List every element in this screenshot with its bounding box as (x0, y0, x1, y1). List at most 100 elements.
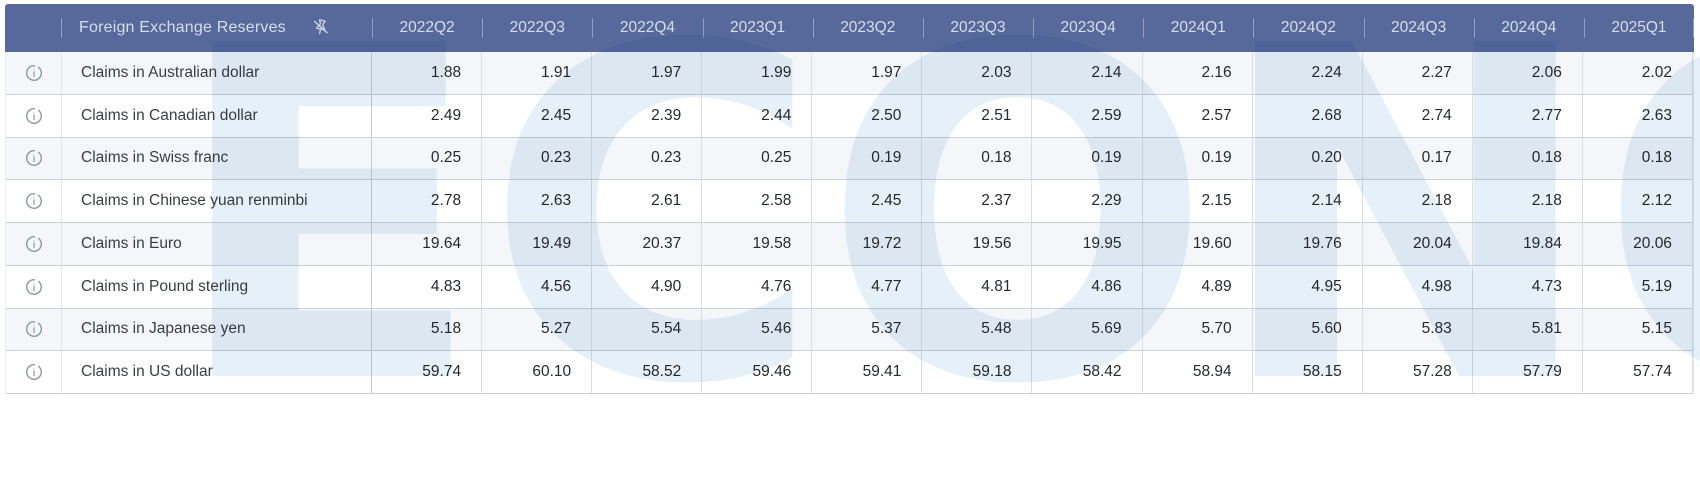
value-cell: 5.81 (1473, 308, 1583, 351)
header-quarter-columns: 2022Q2 2022Q3 2022Q4 2023Q1 2023Q2 2023Q3 2023… (372, 4, 1695, 52)
value-cell: 0.19 (1032, 137, 1143, 180)
value-cell: 19.58 (702, 223, 813, 265)
value-cell: 59.74 (372, 351, 483, 393)
value-cell: 4.95 (1253, 265, 1363, 308)
value-cell: 2.63 (482, 180, 593, 222)
svg-text:i: i (32, 69, 34, 80)
value-cell: 2.24 (1253, 52, 1363, 94)
info-icon[interactable]: i (6, 94, 62, 137)
value-cell: 0.18 (1473, 137, 1583, 180)
value-cell: 2.45 (482, 94, 593, 137)
column-header-2024q2: 2024Q2 (1253, 4, 1363, 52)
info-icon[interactable]: i (6, 308, 62, 351)
info-circle-icon: i (25, 321, 42, 338)
value-cell: 19.84 (1473, 223, 1583, 265)
value-cell: 2.45 (812, 180, 923, 222)
row-label[interactable]: Claims in US dollar (62, 351, 372, 393)
value-cell: 2.57 (1143, 94, 1253, 137)
column-header-2022q2: 2022Q2 (372, 4, 482, 52)
table-row: i Claims in Australian dollar 1.88 1.91 1.97… (6, 52, 1693, 95)
value-cell: 19.60 (1143, 223, 1253, 265)
value-cell: 2.14 (1032, 52, 1143, 94)
table-title: Foreign Exchange Reserves (79, 19, 286, 36)
value-cell: 4.86 (1032, 265, 1143, 308)
svg-text:i: i (32, 154, 34, 165)
table-row: i Claims in Chinese yuan renminbi 2.78 2.63… (6, 180, 1693, 223)
value-cell: 2.77 (1473, 94, 1583, 137)
row-label[interactable]: Claims in Canadian dollar (62, 94, 372, 137)
row-label[interactable]: Claims in Swiss franc (62, 137, 372, 180)
value-cell: 57.79 (1473, 351, 1583, 393)
table-row: i Claims in Japanese yen 5.18 5.27 5.54 5.46 5… (6, 308, 1693, 352)
info-icon[interactable]: i (6, 223, 62, 265)
value-cell: 58.94 (1143, 351, 1253, 393)
value-cell: 2.39 (592, 94, 703, 137)
info-circle-icon: i (25, 364, 42, 381)
value-cell: 57.28 (1363, 351, 1473, 393)
svg-text:i: i (32, 111, 34, 122)
value-cell: 0.23 (482, 137, 593, 180)
value-cell: 2.02 (1583, 52, 1693, 94)
column-header-2023q2: 2023Q2 (812, 4, 923, 52)
row-label[interactable]: Claims in Pound sterling (62, 265, 372, 308)
value-cell: 4.56 (482, 265, 593, 308)
value-cell: 2.29 (1032, 180, 1143, 222)
value-cell: 58.15 (1253, 351, 1363, 393)
column-header-2024q4: 2024Q4 (1473, 4, 1584, 52)
value-cell: 19.64 (372, 223, 483, 265)
info-icon[interactable]: i (6, 180, 62, 222)
row-label[interactable]: Claims in Euro (62, 223, 372, 265)
value-cell: 0.18 (922, 137, 1033, 180)
svg-text:i: i (32, 282, 34, 293)
value-cell: 19.95 (1032, 223, 1143, 265)
table-row: i Claims in Canadian dollar 2.49 2.45 2.39 2.… (6, 94, 1693, 138)
value-cell: 0.19 (1143, 137, 1253, 180)
table-row: i Claims in US dollar 59.74 60.10 58.52 59.46… (6, 351, 1693, 394)
svg-text:i: i (32, 368, 34, 379)
info-icon[interactable]: i (6, 137, 62, 180)
value-cell: 0.19 (812, 137, 923, 180)
value-cell: 1.88 (372, 52, 483, 94)
info-circle-icon: i (25, 193, 42, 210)
value-cell: 2.37 (922, 180, 1033, 222)
value-cell: 4.77 (812, 265, 923, 308)
row-label[interactable]: Claims in Chinese yuan renminbi (62, 180, 372, 222)
value-cell: 1.97 (592, 52, 703, 94)
value-cell: 2.12 (1583, 180, 1693, 222)
value-cell: 20.04 (1363, 223, 1473, 265)
value-cell: 5.27 (482, 308, 593, 351)
value-cell: 2.18 (1363, 180, 1473, 222)
unpin-icon[interactable] (309, 17, 332, 40)
info-circle-icon: i (25, 150, 42, 167)
value-cell: 2.06 (1473, 52, 1583, 94)
info-icon[interactable]: i (6, 351, 62, 393)
table-row: i Claims in Euro 19.64 19.49 20.37 19.58 19.72… (6, 223, 1693, 266)
value-cell: 2.61 (592, 180, 703, 222)
value-cell: 4.76 (702, 265, 813, 308)
header-title-cell: Foreign Exchange Reserves (62, 4, 372, 52)
svg-text:i: i (32, 197, 34, 208)
value-cell: 1.99 (702, 52, 813, 94)
value-cell: 58.52 (592, 351, 703, 393)
value-cell: 2.16 (1143, 52, 1253, 94)
svg-text:i: i (32, 240, 34, 251)
info-icon[interactable]: i (6, 52, 62, 94)
info-circle-icon: i (25, 235, 42, 252)
value-cell: 2.59 (1032, 94, 1143, 137)
table-header: Foreign Exchange Reserves 2022Q2 2022Q3 20… (5, 4, 1695, 52)
svg-text:i: i (32, 325, 34, 336)
row-label[interactable]: Claims in Australian dollar (62, 52, 372, 94)
value-cell: 4.81 (922, 265, 1033, 308)
value-cell: 4.89 (1143, 265, 1253, 308)
value-cell: 4.98 (1363, 265, 1473, 308)
value-cell: 5.15 (1583, 308, 1693, 351)
value-cell: 5.18 (372, 308, 483, 351)
fx-reserves-table-widget: Foreign Exchange Reserves 2022Q2 2022Q3 20… (5, 4, 1695, 394)
info-icon[interactable]: i (6, 265, 62, 308)
value-cell: 5.69 (1032, 308, 1143, 351)
row-label[interactable]: Claims in Japanese yen (62, 308, 372, 351)
column-header-2023q3: 2023Q3 (922, 4, 1033, 52)
value-cell: 0.25 (702, 137, 813, 180)
table-row: i Claims in Pound sterling 4.83 4.56 4.90 4.7… (6, 265, 1693, 309)
value-cell: 2.63 (1583, 94, 1693, 137)
